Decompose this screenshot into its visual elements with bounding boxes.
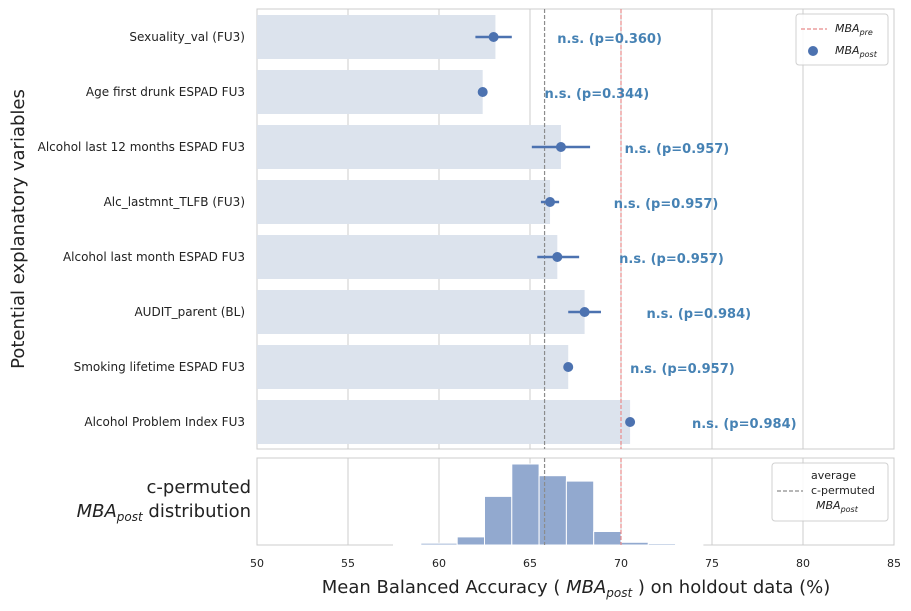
- category-label: AUDIT_parent (BL): [134, 305, 245, 319]
- histogram-bin: [538, 475, 567, 546]
- category-label: Smoking lifetime ESPAD FU3: [74, 360, 245, 374]
- main-legend: MBApre MBApost: [795, 13, 889, 66]
- histogram-bin: [511, 463, 540, 546]
- significance-annotation: n.s. (p=0.984): [646, 307, 751, 322]
- category-label: Alcohol last 12 months ESPAD FU3: [38, 140, 245, 154]
- legend-avg-line1: average: [811, 469, 856, 482]
- bar: [257, 400, 631, 444]
- histogram-legend: average c-permuted MBApost: [771, 462, 889, 522]
- histogram-label-line2: MBApost distribution: [77, 501, 251, 524]
- significance-annotation: n.s. (p=0.957): [625, 142, 730, 157]
- significance-annotation: n.s. (p=0.984): [692, 417, 797, 432]
- mba-post-point: [545, 197, 556, 207]
- category-label: Alc_lastmnt_TLFB (FU3): [104, 195, 245, 209]
- x-tick-label: 50: [250, 557, 264, 570]
- histogram-label-rest: distribution: [143, 501, 251, 522]
- category-label: Alcohol Problem Index FU3: [84, 415, 245, 429]
- legend-avg-line3: MBApost: [816, 499, 859, 514]
- mba-post-point: [563, 362, 574, 372]
- x-tick-label: 80: [796, 557, 810, 570]
- x-axis-label-sub: post: [605, 586, 633, 600]
- histogram-bin: [484, 495, 513, 546]
- histogram-bin: [620, 541, 649, 546]
- histogram-label-line1: c-permuted: [147, 477, 251, 498]
- x-tick-label: 75: [705, 557, 719, 570]
- x-tick-label: 70: [614, 557, 628, 570]
- significance-annotation: n.s. (p=0.344): [545, 87, 650, 102]
- main-legend-box: [795, 13, 889, 66]
- category-label: Alcohol last month ESPAD FU3: [63, 250, 245, 264]
- histogram-bin: [420, 542, 458, 546]
- category-label: Sexuality_val (FU3): [129, 30, 245, 44]
- histogram-bin: [393, 543, 422, 546]
- bar: [257, 290, 585, 334]
- mba-post-point: [625, 417, 636, 427]
- significance-annotation: n.s. (p=0.957): [614, 197, 719, 212]
- annotations-group: n.s. (p=0.360) n.s. (p=0.344) n.s. (p=0.95…: [545, 32, 797, 432]
- x-axis-label-pre: Mean Balanced Accuracy (: [322, 577, 566, 598]
- histogram-legend-box: [771, 462, 889, 522]
- significance-annotation: n.s. (p=0.360): [557, 32, 662, 47]
- x-tick-labels-group: 50 55 60 65 70 75 80 85: [250, 557, 901, 570]
- bar: [257, 235, 558, 279]
- mba-post-point: [477, 87, 488, 97]
- significance-annotation: n.s. (p=0.957): [619, 252, 724, 267]
- histogram-bin: [456, 536, 486, 546]
- bar: [257, 345, 569, 389]
- reference-lines-group: [543, 9, 622, 545]
- histogram-label-mba: MBA: [77, 501, 117, 522]
- x-tick-label: 85: [887, 557, 901, 570]
- y-axis-label: Potential explanatory variables: [8, 89, 29, 369]
- legend-pre-label: MBApre: [835, 22, 873, 37]
- legend-avg-line2: c-permuted: [811, 484, 875, 497]
- points-group: [475, 32, 636, 427]
- mba-post-point: [552, 252, 563, 262]
- mba-post-point: [579, 307, 590, 317]
- bar: [257, 15, 496, 59]
- x-tick-label: 55: [341, 557, 355, 570]
- histogram-bin: [565, 480, 595, 546]
- mba-post-point: [555, 142, 566, 152]
- category-label: Age first drunk ESPAD FU3: [86, 85, 245, 99]
- x-axis-label: Mean Balanced Accuracy ( MBApost ) on ho…: [322, 577, 831, 600]
- histogram-label-sub: post: [116, 510, 144, 524]
- legend-post-swatch: [808, 46, 818, 56]
- legend-post-label: MBApost: [835, 44, 878, 59]
- x-tick-label: 65: [523, 557, 537, 570]
- mba-post-point: [488, 32, 499, 42]
- bar: [257, 180, 551, 224]
- histogram-bin: [647, 543, 677, 546]
- histogram-bins-group: [393, 463, 704, 546]
- bars-group: [257, 15, 631, 444]
- bar: [257, 125, 561, 169]
- x-axis-label-post: ) on holdout data (%): [632, 577, 830, 598]
- significance-annotation: n.s. (p=0.957): [630, 362, 735, 377]
- x-tick-label: 60: [432, 557, 446, 570]
- category-labels-group: Sexuality_val (FU3) Age first drunk ESPAD…: [38, 30, 245, 429]
- histogram-bin: [593, 531, 622, 546]
- bar: [257, 70, 483, 114]
- x-axis-label-mba: MBA: [566, 577, 606, 598]
